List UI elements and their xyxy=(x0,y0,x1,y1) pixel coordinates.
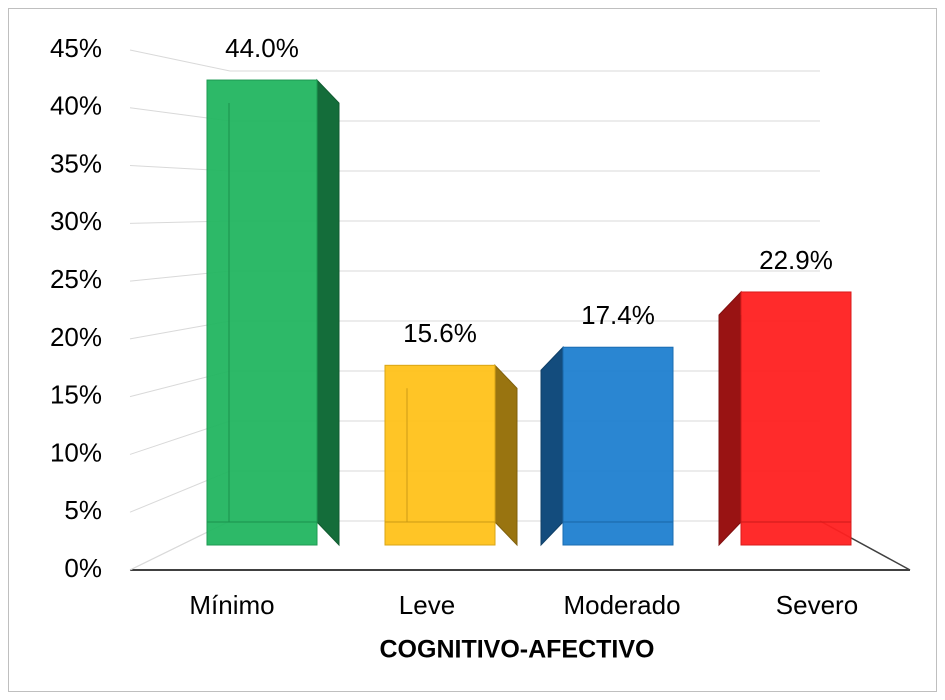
bar xyxy=(740,291,852,546)
y-tick-label: 20% xyxy=(50,322,102,352)
value-label: 22.9% xyxy=(759,245,833,275)
y-tick-label: 10% xyxy=(50,437,102,467)
chart-border xyxy=(8,8,937,692)
y-tick-label: 45% xyxy=(50,33,102,63)
bar-side xyxy=(316,78,340,547)
bar-side xyxy=(494,364,518,547)
y-tick-label: 30% xyxy=(50,206,102,236)
x-tick-label: Severo xyxy=(776,590,858,620)
y-tick-label: 40% xyxy=(50,91,102,121)
grid-line xyxy=(129,49,231,72)
y-tick-label: 25% xyxy=(50,264,102,294)
bar xyxy=(384,364,496,546)
bar xyxy=(206,79,318,546)
x-tick-label: Moderado xyxy=(563,590,680,620)
bar-side xyxy=(540,345,564,547)
x-tick-label: Mínimo xyxy=(189,590,274,620)
y-tick-label: 0% xyxy=(64,553,102,583)
y-tick-label: 5% xyxy=(64,495,102,525)
value-label: 17.4% xyxy=(581,300,655,330)
x-tick-label: Leve xyxy=(399,590,455,620)
bar xyxy=(562,346,674,546)
value-label: 44.0% xyxy=(225,33,299,63)
y-tick-label: 15% xyxy=(50,380,102,410)
y-tick-label: 35% xyxy=(50,148,102,178)
value-label: 15.6% xyxy=(403,318,477,348)
x-axis-title: COGNITIVO-AFECTIVO xyxy=(380,636,655,664)
bar-side xyxy=(718,290,742,547)
